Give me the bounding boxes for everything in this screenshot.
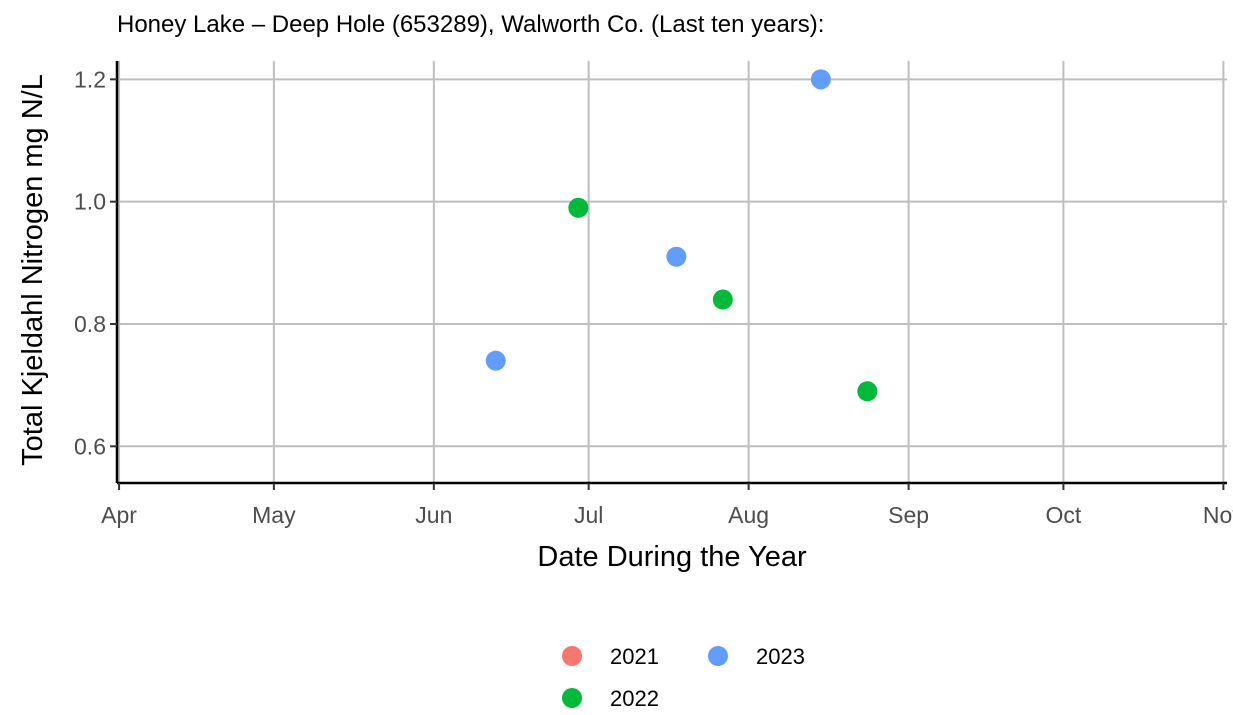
data-point-2023 <box>666 246 687 267</box>
x-tick-label: Jun <box>415 502 452 528</box>
chart-title: Honey Lake – Deep Hole (653289), Walwort… <box>117 11 824 38</box>
y-axis-title: Total Kjeldahl Nitrogen mg N/L <box>17 74 49 466</box>
x-tick-label: May <box>252 502 296 528</box>
x-tick-label: Oct <box>1046 502 1082 528</box>
legend-key-2022 <box>562 688 582 708</box>
legend-label-2023: 2023 <box>756 644 805 669</box>
y-tick-label: 1.0 <box>74 189 106 215</box>
x-tick-label: Nov <box>1203 502 1233 528</box>
x-tick-label: Jul <box>574 502 603 528</box>
legend: 2021 2022 2023 <box>562 644 805 711</box>
x-tick-label: Sep <box>888 502 929 528</box>
y-tick-label: 0.6 <box>74 433 106 459</box>
legend-key-2023 <box>708 646 728 666</box>
x-axis-ticks: Apr May Jun Jul Aug Sep Oct Nov <box>101 483 1233 528</box>
y-tick-label: 0.8 <box>74 311 106 337</box>
x-axis-title: Date During the Year <box>537 541 807 573</box>
grid <box>117 61 1227 483</box>
x-tick-label: Apr <box>101 502 137 528</box>
data-point-2022 <box>712 289 733 310</box>
data-point-2023 <box>810 69 831 90</box>
legend-label-2021: 2021 <box>610 644 659 669</box>
legend-label-2022: 2022 <box>610 686 659 711</box>
legend-key-2021 <box>562 646 582 666</box>
axes <box>115 61 1227 485</box>
data-point-2022 <box>568 197 589 218</box>
y-tick-label: 1.2 <box>74 66 106 92</box>
data-point-2022 <box>857 381 878 402</box>
data-point-2023 <box>485 350 506 371</box>
x-tick-label: Aug <box>728 502 769 528</box>
y-axis-ticks: 0.6 0.8 1.0 1.2 <box>74 66 117 459</box>
data-points <box>485 69 878 402</box>
